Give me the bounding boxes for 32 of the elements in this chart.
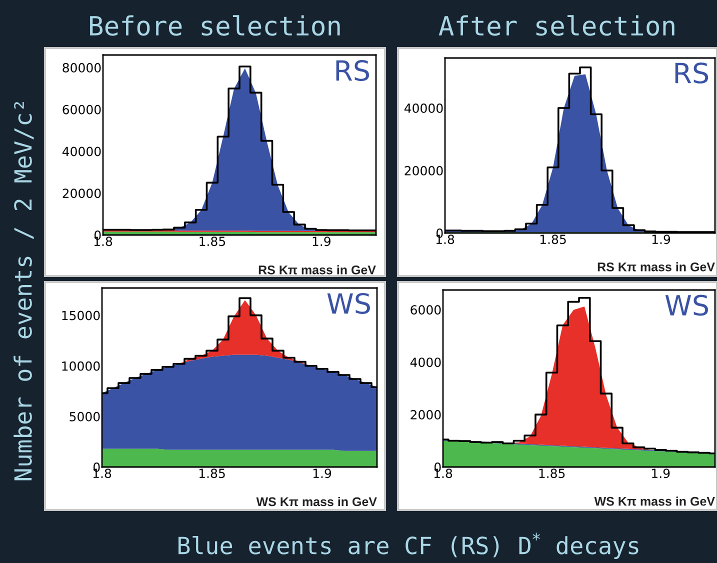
x-axis-title: WS Kπ mass in GeV <box>256 496 377 506</box>
chart-title: After selection <box>438 15 674 36</box>
x-tick-label: 1.9 <box>652 468 670 478</box>
annotation: RS <box>336 60 369 82</box>
y-tick-label: 40000 <box>62 146 101 156</box>
y-tick-label: 5000 <box>70 412 100 422</box>
y-tick-label: 10000 <box>62 361 100 371</box>
y-tick-label: 80000 <box>62 63 101 72</box>
x-axis-title: RS Kπ mass in GeV <box>258 265 376 274</box>
x-tick-label: 1.9 <box>312 236 330 246</box>
x-axis-title: WS Kπ mass in GeV <box>594 496 715 506</box>
y-tick-label: 6000 <box>410 305 441 315</box>
y-tick-label: 40000 <box>404 103 443 113</box>
y-tick-label: 4000 <box>410 358 441 368</box>
x-tick-label: 1.85 <box>540 234 566 244</box>
y-tick-label: 20000 <box>62 188 101 198</box>
annotation: RS <box>675 62 708 84</box>
x-tick-label: 1.9 <box>652 234 670 244</box>
x-axis-title: RS Kπ mass in GeV <box>598 262 715 272</box>
x-tick-label: 1.85 <box>199 468 225 478</box>
y-axis-title: Number of events / 2 MeV/c² <box>14 102 34 480</box>
annotation: WS <box>327 292 370 314</box>
chart-title: Before selection <box>90 15 340 36</box>
y-tick-label: 15000 <box>62 310 100 320</box>
text: Blue events are CF (RS) D$^{*}$ decays <box>178 532 638 559</box>
y-tick-label: 20000 <box>404 166 443 176</box>
y-tick-label: 2000 <box>410 410 441 420</box>
y-tick-label: 60000 <box>62 104 101 114</box>
x-tick-label: 1.9 <box>313 468 332 478</box>
annotation: WS <box>665 294 708 316</box>
x-tick-label: 1.85 <box>200 236 226 246</box>
x-tick-label: 1.85 <box>539 468 565 478</box>
